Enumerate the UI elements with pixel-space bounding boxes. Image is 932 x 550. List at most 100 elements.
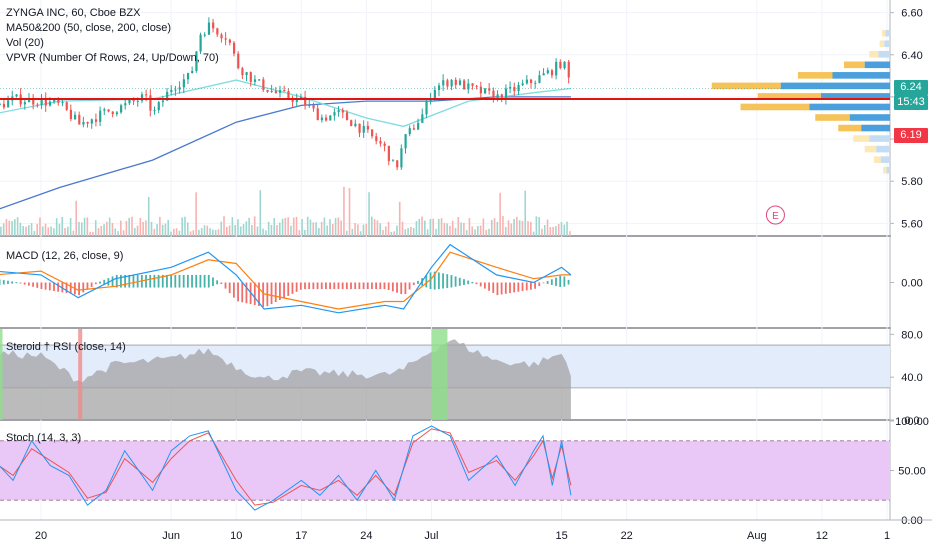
volume-bar (426, 229, 429, 236)
volume-bar (103, 224, 105, 236)
macd-histogram-bar (103, 279, 106, 285)
vpvr-down-bar (844, 61, 865, 69)
volume-bar (86, 217, 89, 236)
last-price-tag: 6.24 (894, 80, 928, 95)
volume-bar (287, 217, 289, 236)
volume-bar (502, 216, 504, 236)
macd-histogram-bar (454, 276, 457, 287)
macd-histogram-bar (19, 282, 22, 284)
candle-body (559, 61, 562, 69)
candle-body (40, 98, 43, 106)
macd-histogram-bar (408, 282, 411, 290)
y-tick-label: 0.0 (904, 415, 919, 427)
volume-bar (298, 230, 301, 236)
candle-body (53, 99, 56, 102)
x-tick-label: 24 (360, 530, 372, 542)
candle-body (178, 87, 181, 90)
volume-bar (164, 223, 167, 236)
candle-body (375, 136, 378, 142)
macd-histogram-bar (412, 282, 415, 286)
vpvr-up-bar (864, 61, 890, 69)
candle-body (325, 117, 328, 121)
macd-histogram-bar (203, 274, 206, 288)
candle-body (366, 125, 370, 130)
volume-bar (513, 219, 515, 236)
volume-bar (563, 224, 566, 236)
macd-histogram-bar (509, 282, 511, 294)
volume-bar (440, 218, 443, 236)
volume-bar (206, 225, 209, 236)
volume-bar (167, 219, 170, 236)
candle-body (232, 42, 236, 54)
volume-bar (357, 224, 359, 236)
volume-bar (106, 221, 108, 236)
volume-bar (398, 201, 401, 236)
volume-bar (295, 216, 298, 236)
x-tick-label: Jun (162, 530, 180, 542)
candle-body (140, 94, 144, 101)
volume-bar (312, 222, 315, 236)
macd-histogram-bar (166, 274, 168, 288)
candle-body (283, 90, 286, 92)
macd-histogram-bar (396, 282, 398, 293)
volume-bar (58, 223, 61, 236)
volume-bar (490, 219, 493, 236)
volume-bar (323, 217, 326, 236)
volume-bar (111, 222, 114, 236)
macd-histogram-bar (82, 282, 85, 293)
volume-bar (351, 228, 354, 236)
volume-bar (83, 217, 86, 236)
candle-body (220, 34, 223, 39)
volume-bar (460, 222, 462, 236)
candle-body (454, 79, 457, 85)
vpvr-down-bar (881, 29, 886, 37)
volume-bar (290, 225, 292, 236)
candle-body (186, 73, 190, 80)
volume-bar (262, 228, 264, 236)
vpvr-down-bar (711, 82, 781, 90)
macd-histogram-bar (174, 274, 177, 288)
candle-body (312, 104, 315, 109)
macd-histogram-bar (48, 282, 51, 291)
macd-histogram-bar (375, 282, 378, 290)
y-tick-label: 80.0 (901, 329, 922, 341)
candle-body (534, 82, 537, 84)
volume-bar (443, 223, 446, 236)
volume-bar (488, 228, 490, 236)
x-tick-label: 22 (621, 530, 633, 542)
volume-bar (203, 225, 206, 236)
y-tick-label: 0.00 (901, 515, 922, 527)
candle-body (36, 104, 39, 106)
macd-histogram-bar (475, 282, 478, 285)
volume-bar (304, 229, 306, 236)
macd-histogram-bar (278, 282, 281, 300)
vpvr-up-bar (780, 82, 890, 90)
volume-bar (259, 190, 262, 236)
volume-bar (415, 221, 418, 236)
x-tick-label: 15 (555, 530, 567, 542)
macd-histogram-bar (442, 273, 444, 289)
candle-body (48, 101, 52, 106)
candle-body (278, 90, 282, 93)
volume-bar (80, 222, 83, 236)
volume-bar (376, 220, 379, 236)
vpvr-down-bar (815, 114, 850, 121)
x-tick-label: 20 (35, 530, 47, 542)
volume-bar (133, 228, 136, 236)
macd-histogram-bar (450, 275, 453, 288)
volume-bar (273, 218, 276, 236)
candle-body (488, 88, 491, 91)
macd-histogram-bar (542, 282, 545, 284)
macd-histogram-bar (567, 279, 570, 285)
volume-bar (72, 230, 75, 236)
volume-bar (142, 222, 144, 236)
macd-histogram-bar (433, 271, 436, 290)
candle-body (191, 70, 194, 74)
volume-bar (181, 217, 183, 236)
volume-bar (234, 225, 236, 236)
volume-bar (228, 225, 231, 236)
volume-bar (19, 222, 22, 236)
macd-histogram-bar (237, 282, 239, 302)
volume-bar (278, 222, 281, 236)
